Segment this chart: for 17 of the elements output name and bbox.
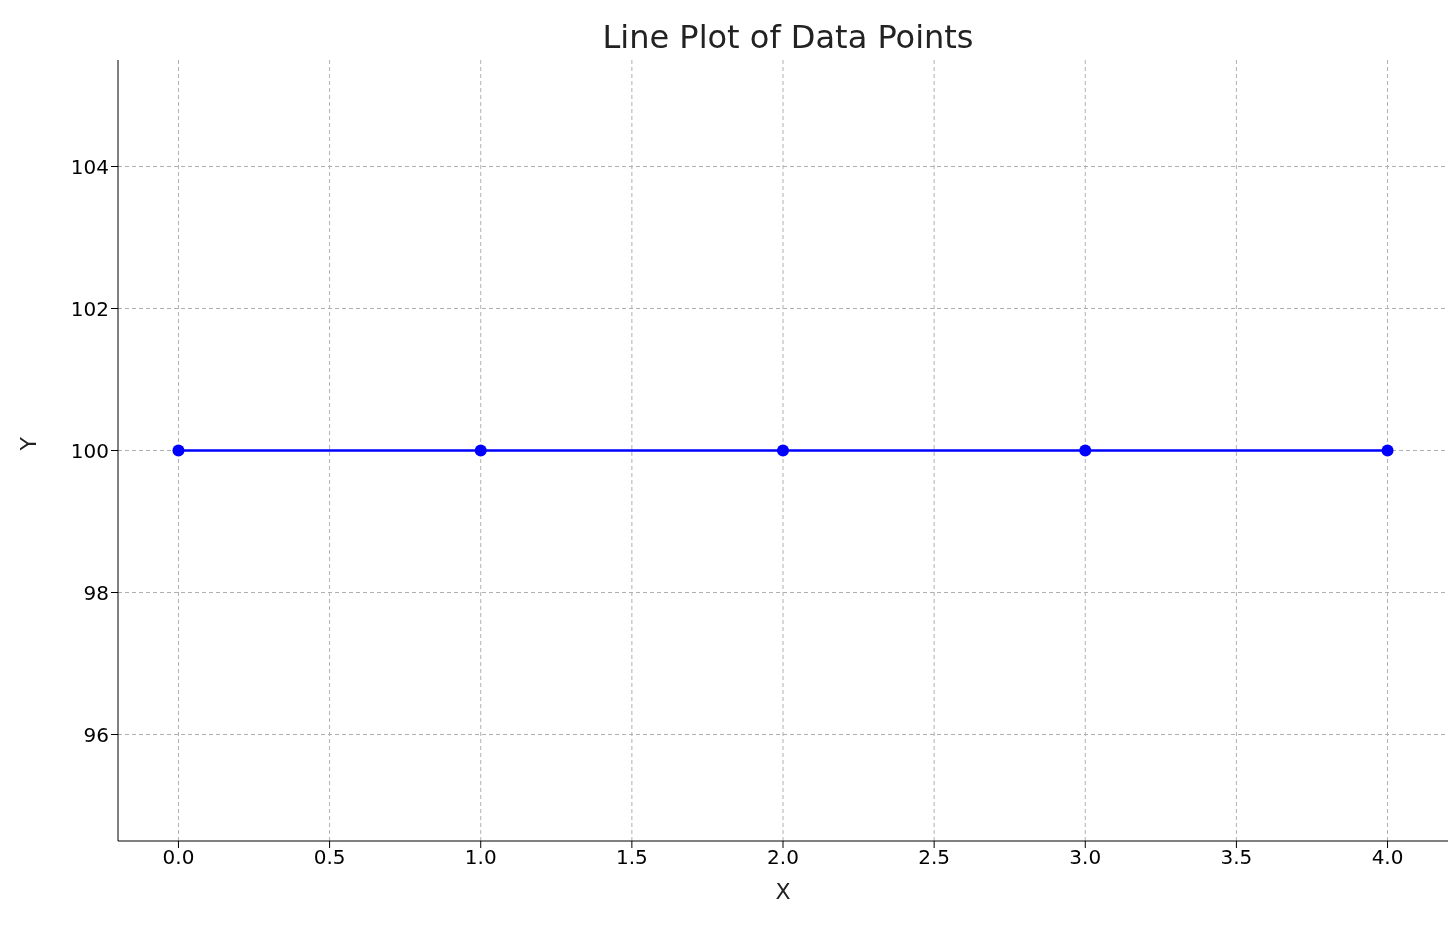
- x-axis-title: X: [775, 879, 791, 904]
- x-tick-label: 3.5: [1220, 845, 1253, 870]
- y-tick-label: 104: [70, 154, 109, 179]
- x-tick-label: 2.5: [918, 845, 951, 870]
- chart-title: Line Plot of Data Points: [601, 18, 975, 56]
- y-tick-label: 96: [83, 722, 109, 747]
- x-tick-label: 0.0: [162, 845, 195, 870]
- x-tick-label: 3.0: [1069, 845, 1102, 870]
- y-tick-label: 102: [70, 296, 109, 321]
- y-tick-label: 100: [70, 438, 109, 463]
- x-tick-label: 1.0: [464, 845, 497, 870]
- x-tick-label: 2.0: [767, 845, 799, 870]
- x-tick-label: 0.5: [313, 845, 346, 870]
- x-tick-label: 4.0: [1371, 845, 1404, 870]
- y-tick-label: 98: [83, 580, 109, 605]
- y-axis-title: Y: [15, 436, 41, 452]
- x-tick-label: 1.5: [615, 845, 648, 870]
